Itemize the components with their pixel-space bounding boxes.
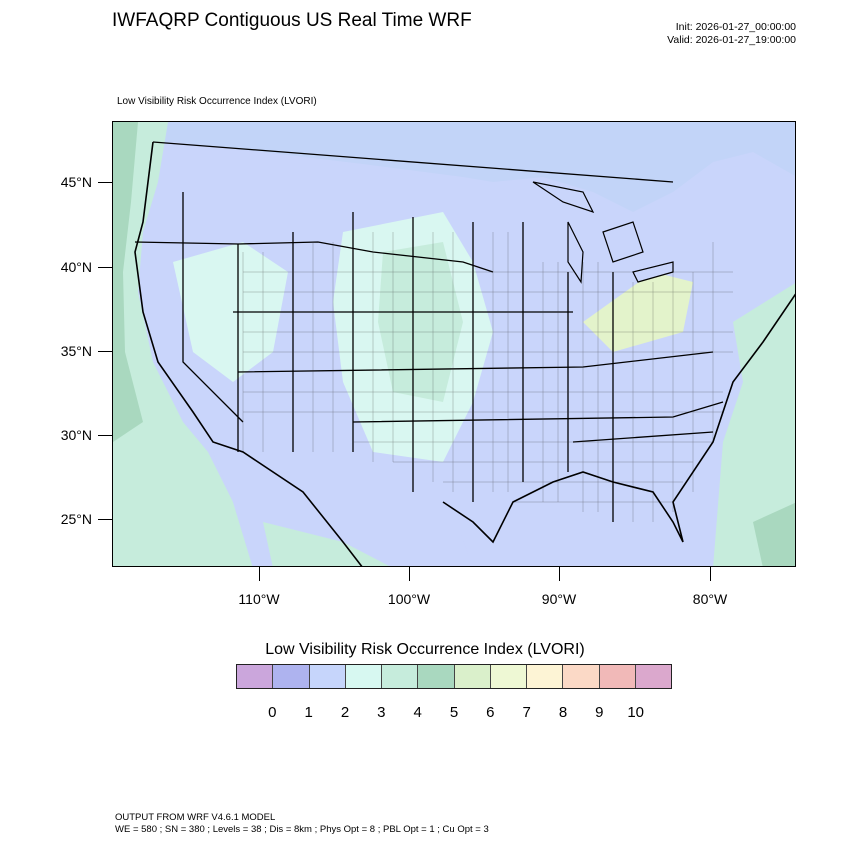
plains-band-inner bbox=[378, 242, 463, 402]
pacific-terrain bbox=[113, 122, 143, 442]
lon-label: 110°W bbox=[238, 591, 280, 607]
map-graphic bbox=[113, 122, 795, 566]
lat-label: 40°N bbox=[60, 259, 92, 275]
colorbar-label: 5 bbox=[449, 704, 459, 721]
canada-border bbox=[152, 141, 674, 183]
colorbar-label: 2 bbox=[340, 704, 350, 721]
boundary-line bbox=[182, 192, 244, 423]
mexico-terrain bbox=[263, 522, 390, 566]
lat-tick bbox=[98, 267, 112, 268]
west-coastline bbox=[134, 141, 363, 566]
model-info: OUTPUT FROM WRF V4.6.1 MODEL WE = 580 ; … bbox=[115, 812, 489, 836]
boundary-line bbox=[134, 241, 494, 273]
county-grid bbox=[242, 232, 733, 522]
colorbar-label: 4 bbox=[413, 704, 422, 721]
caribbean-terrain bbox=[753, 502, 795, 566]
colorbar-swatch bbox=[563, 665, 600, 688]
colorbar-swatch bbox=[418, 665, 455, 688]
colorbar bbox=[236, 664, 672, 689]
colorbar-swatch bbox=[599, 665, 636, 688]
us-map-panel bbox=[112, 121, 796, 567]
lon-label: 100°W bbox=[387, 591, 431, 607]
colorbar-label: 1 bbox=[304, 704, 313, 721]
colorbar-swatch bbox=[345, 665, 382, 688]
colorbar-swatch bbox=[527, 665, 564, 688]
colorbar-label: 3 bbox=[377, 704, 386, 721]
lake-superior bbox=[532, 181, 595, 214]
canada-region bbox=[113, 122, 795, 212]
colorbar-label: 8 bbox=[558, 704, 568, 721]
lat-tick bbox=[98, 351, 112, 352]
map-subtitle: Low Visibility Risk Occurrence Index (LV… bbox=[117, 96, 317, 107]
lat-label: 45°N bbox=[60, 174, 92, 190]
lon-tick bbox=[559, 567, 560, 581]
colorbar-label: 6 bbox=[486, 704, 495, 721]
lake-erie bbox=[632, 261, 674, 283]
colorbar-swatch bbox=[237, 665, 274, 688]
colorbar-label: 10 bbox=[627, 704, 644, 721]
colorbar-swatch bbox=[635, 665, 671, 688]
lat-label: 25°N bbox=[60, 511, 92, 527]
lat-tick bbox=[98, 519, 112, 520]
colorbar-swatch bbox=[382, 665, 419, 688]
atlantic-ocean bbox=[713, 283, 795, 566]
footer-line-1: OUTPUT FROM WRF V4.6.1 MODEL bbox=[115, 812, 276, 823]
lat-label: 35°N bbox=[60, 343, 92, 359]
pacific-ocean bbox=[113, 122, 253, 566]
gulf-atlantic-coastline bbox=[442, 293, 795, 544]
boundary-line bbox=[572, 431, 714, 443]
lat-tick bbox=[98, 182, 112, 183]
colorbar-label: 0 bbox=[268, 704, 277, 721]
lake-michigan bbox=[567, 221, 584, 284]
valid-time: Valid: 2026-01-27_19:00:00 bbox=[667, 34, 796, 46]
legend-title: Low Visibility Risk Occurrence Index (LV… bbox=[265, 641, 585, 658]
lon-tick bbox=[259, 567, 260, 581]
lon-tick bbox=[409, 567, 410, 581]
lon-label: 90°W bbox=[541, 591, 577, 607]
county-horizontals bbox=[243, 271, 733, 503]
lat-tick bbox=[98, 435, 112, 436]
colorbar-swatch bbox=[309, 665, 346, 688]
lake-huron bbox=[602, 221, 644, 263]
run-times: Init: 2026-01-27_00:00:00 Valid: 2026-01… bbox=[667, 21, 796, 47]
west-patch bbox=[173, 242, 288, 382]
lat-label: 30°N bbox=[60, 427, 92, 443]
colorbar-swatch bbox=[454, 665, 491, 688]
colorbar-label: 7 bbox=[522, 704, 531, 721]
colorbar-swatch bbox=[273, 665, 310, 688]
page-title: IWFAQRP Contiguous US Real Time WRF bbox=[112, 10, 472, 31]
lon-label: 80°W bbox=[692, 591, 728, 607]
colorbar-swatch bbox=[490, 665, 527, 688]
lon-tick bbox=[710, 567, 711, 581]
footer-line-2: WE = 580 ; SN = 380 ; Levels = 38 ; Dis … bbox=[115, 824, 489, 835]
colorbar-label: 9 bbox=[595, 704, 604, 721]
init-time: Init: 2026-01-27_00:00:00 bbox=[675, 21, 796, 33]
